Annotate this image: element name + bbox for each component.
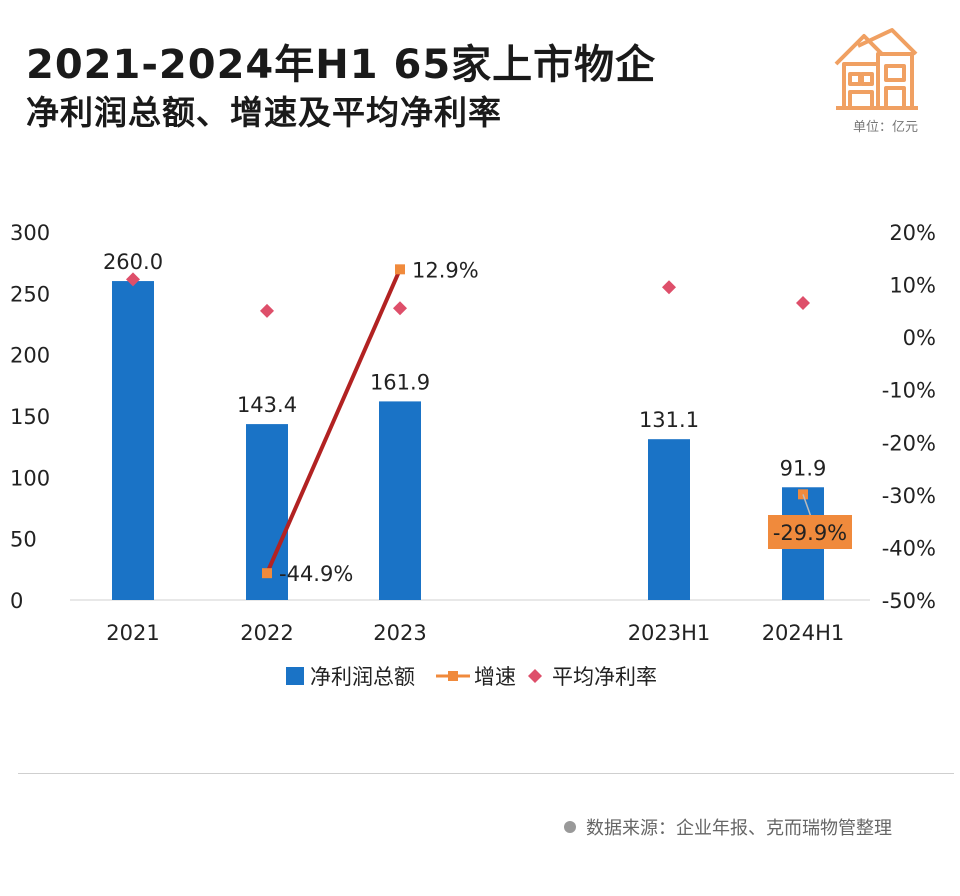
growth-marker: [395, 264, 405, 275]
chart-subtitle: 净利润总额、增速及平均净利率: [26, 93, 502, 132]
margin-marker: [260, 303, 274, 318]
bar-value-label: 161.9: [370, 370, 430, 394]
legend: 净利润总额 增速 平均净利率: [286, 665, 657, 689]
bar-value-label: 131.1: [639, 408, 699, 432]
x-tick-label: 2023: [373, 621, 426, 645]
chart-title: 2021-2024年H1 65家上市物企: [26, 42, 657, 88]
bar-labels: 260.0 143.4 161.9 131.1 91.9: [103, 250, 826, 480]
x-tick-label: 2023H1: [628, 621, 711, 645]
margin-marker: [126, 272, 140, 287]
callout-line: [802, 494, 812, 518]
unit-label: 单位：亿元: [852, 120, 918, 135]
margin-marker: [393, 301, 407, 316]
legend-swatch-bar: [286, 667, 304, 685]
margin-marker: [662, 280, 676, 295]
bar: [112, 281, 154, 600]
divider: [18, 773, 954, 774]
y-right-tick-label: -30%: [882, 484, 936, 508]
y-right-tick-label: -50%: [882, 589, 936, 613]
bar: [379, 401, 421, 600]
bullet-icon: [564, 821, 576, 833]
bar-value-label: 260.0: [103, 250, 163, 274]
y-right-tick-label: -20%: [882, 431, 936, 455]
y-left-tick-label: 200: [10, 344, 50, 368]
y-left-tick-label: 0: [10, 589, 23, 613]
source-text: 数据来源：企业年报、克而瑞物管整理: [586, 818, 892, 839]
margin-marker: [796, 295, 810, 310]
x-tick-label: 2021: [106, 621, 159, 645]
bars: [112, 281, 824, 600]
y-left-tick-label: 50: [10, 528, 37, 552]
legend-label: 平均净利率: [552, 665, 657, 689]
growth-label-box: [768, 515, 852, 549]
x-tick-label: 2024H1: [762, 621, 845, 645]
house-icon: [834, 28, 918, 110]
y-right-tick-label: 10%: [889, 274, 936, 298]
bar: [648, 439, 690, 600]
y-axis-left: 300 250 200 150 100 50 0: [10, 221, 50, 613]
bar-value-label: 91.9: [780, 456, 827, 480]
x-tick-label: 2022: [240, 621, 293, 645]
y-right-tick-label: -10%: [882, 379, 936, 403]
legend-label: 净利润总额: [310, 665, 415, 689]
y-right-tick-label: 0%: [903, 326, 936, 350]
margin-series: [126, 272, 810, 318]
legend-swatch-marker: [448, 671, 458, 681]
legend-label: 增速: [474, 665, 516, 689]
y-right-tick-label: -40%: [882, 536, 936, 560]
growth-value-label: -29.9%: [773, 521, 847, 545]
legend-swatch-diamond: [528, 669, 542, 683]
growth-line: [265, 268, 402, 574]
chart-area: 300 250 200 150 100 50 0 20% 10% 0% -10% -20% -30% -…: [10, 221, 936, 689]
growth-marker: [262, 568, 272, 579]
source-note: 数据来源：企业年报、克而瑞物管整理: [564, 814, 892, 840]
y-left-tick-label: 300: [10, 221, 50, 245]
x-axis: 2021 2022 2023 2023H1 2024H1: [106, 621, 844, 645]
y-left-tick-label: 250: [10, 282, 50, 306]
y-left-tick-label: 100: [10, 466, 50, 490]
y-right-tick-label: 20%: [889, 221, 936, 245]
growth-value-label: -44.9%: [279, 562, 353, 586]
growth-series: -44.9% 12.9% -29.9%: [262, 258, 852, 586]
bar-value-label: 143.4: [237, 393, 297, 417]
growth-value-label: 12.9%: [412, 258, 479, 282]
y-left-tick-label: 150: [10, 405, 50, 429]
y-axis-right: 20% 10% 0% -10% -20% -30% -40% -50%: [882, 221, 936, 613]
